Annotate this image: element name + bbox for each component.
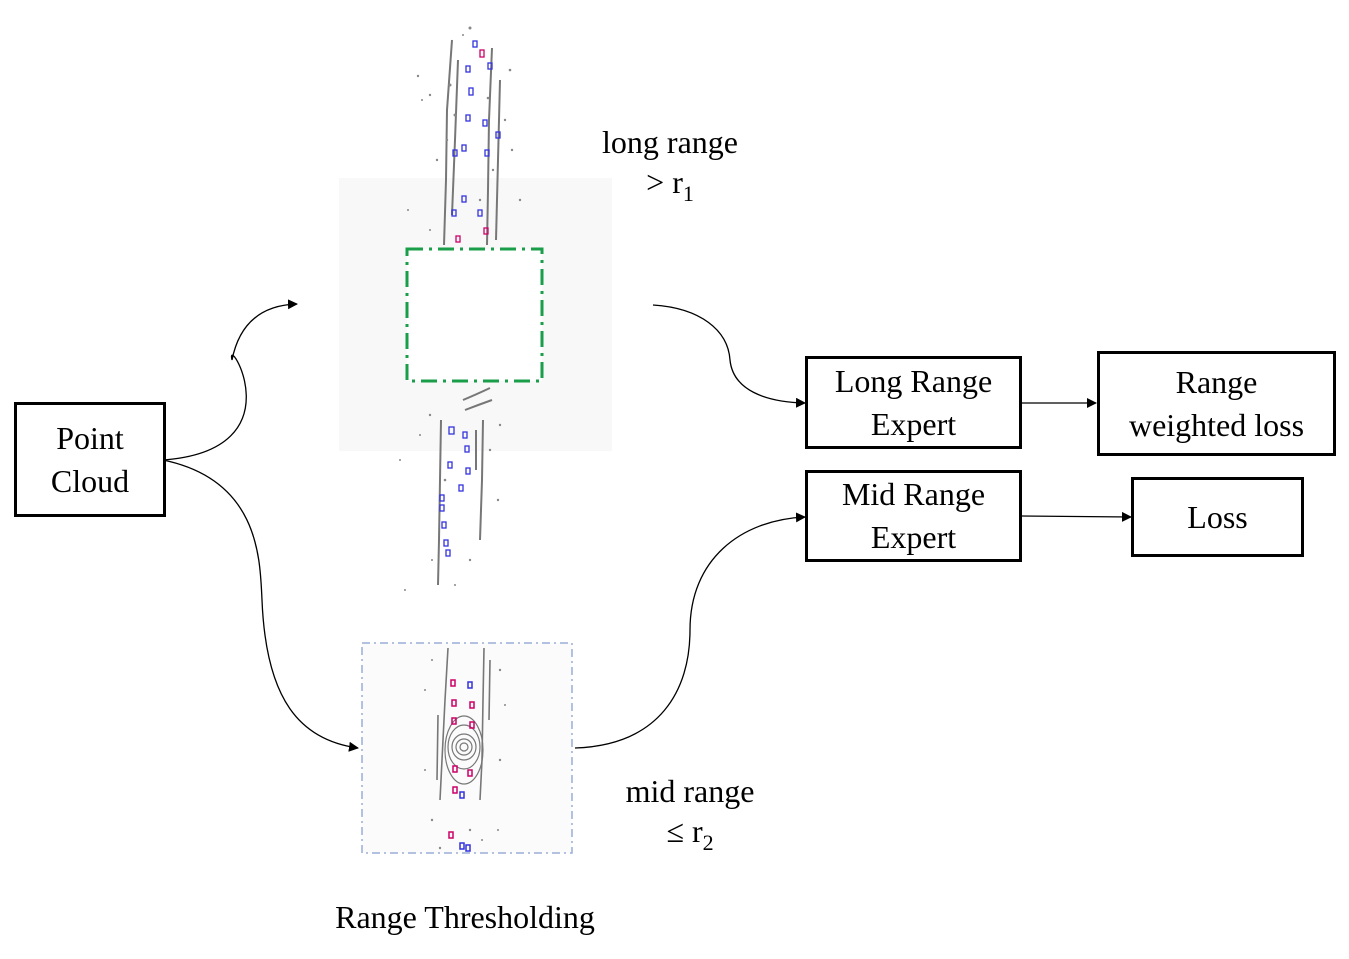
connectors (162, 299, 1132, 752)
arrow-mid-expert-to-loss (1020, 511, 1132, 522)
range-weighted-loss-label-line2: weighted loss (1128, 406, 1305, 443)
long-range-point-cloud-image (339, 26, 612, 591)
long-range-operator: > (646, 164, 665, 200)
mid-range-label: mid range (625, 773, 755, 809)
long-range-expert-label-line1: Long Range (834, 362, 993, 399)
loss-label: Loss (1187, 498, 1248, 535)
lidar-rings-mid (444, 715, 484, 785)
mid-range-variable: r (691, 813, 703, 849)
long-range-label: long range (602, 124, 738, 160)
long-range-annotation: long range > r1 (580, 122, 760, 206)
point-cloud-box: Point Cloud (14, 402, 166, 517)
mid-range-annotation: mid range ≤ r2 (600, 771, 780, 855)
lidar-road-strip-mid (436, 647, 491, 801)
loss-box: Loss (1131, 477, 1304, 557)
long-range-expert-box: Long Range Expert (805, 356, 1022, 449)
mid-range-subscript: 2 (702, 830, 714, 855)
detection-boxes-upper (439, 40, 501, 557)
arrow-point-cloud-to-long-range (162, 299, 298, 461)
mid-range-expert-label-line1: Mid Range (841, 476, 986, 512)
lidar-scatter-mid (424, 659, 506, 850)
detection-boxes-mid (448, 679, 475, 852)
point-cloud-label-line1: Point (56, 419, 124, 456)
mid-range-operator: ≤ (666, 813, 684, 849)
arrow-mid-range-to-expert (574, 512, 806, 749)
range-weighted-loss-box: Range weighted loss (1097, 351, 1336, 456)
long-range-threshold: > r1 (580, 162, 760, 206)
point-cloud-label-line2: Cloud (50, 462, 130, 499)
long-range-variable: r (672, 164, 683, 200)
long-range-expert-label-line2: Expert (870, 405, 957, 442)
arrow-point-cloud-to-mid-range (162, 459, 359, 752)
long-range-subscript: 1 (682, 181, 694, 206)
mid-range-point-cloud-image (361, 642, 573, 854)
lidar-scatter-upper (399, 26, 522, 591)
range-weighted-loss-label-line1: Range (1175, 363, 1258, 400)
mid-range-threshold: ≤ r2 (600, 811, 780, 855)
mid-range-expert-box: Mid Range Expert (805, 470, 1022, 562)
long-range-crop-frame (405, 247, 544, 383)
mid-range-expert-label-line2: Expert (870, 519, 957, 555)
mid-range-crop-frame (361, 642, 573, 854)
range-thresholding-caption: Range Thresholding (335, 899, 595, 935)
arrow-long-range-to-expert (652, 304, 806, 408)
